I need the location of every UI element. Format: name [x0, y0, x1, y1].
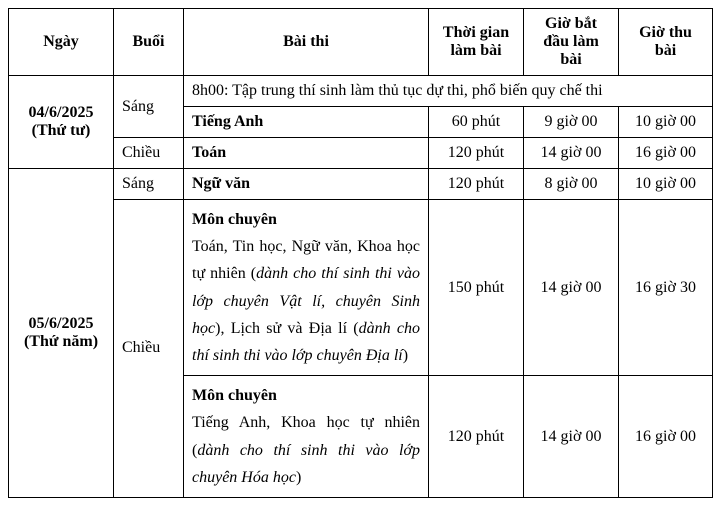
day2-date-cell: 05/6/2025 (Thứ năm): [9, 169, 114, 498]
chuyen2-title: Môn chuyên: [192, 387, 277, 404]
day1-sang-cell: Sáng: [114, 76, 184, 138]
day2-date: 05/6/2025: [17, 315, 105, 333]
header-bai-thi: Bài thi: [184, 9, 429, 76]
day2-chuyen1-start: 14 giờ 00: [524, 200, 619, 376]
header-ngay: Ngày: [9, 9, 114, 76]
day1-tieng-anh-duration: 60 phút: [429, 107, 524, 138]
day1-chieu-cell: Chiều: [114, 138, 184, 169]
header-buoi: Buổi: [114, 9, 184, 76]
day2-nguvan-name: Ngữ văn: [184, 169, 429, 200]
day2-chieu-cell: Chiều: [114, 200, 184, 498]
day1-tieng-anh-name: Tiếng Anh: [184, 107, 429, 138]
chuyen1-post: ): [403, 347, 408, 364]
table-row: Chiều Môn chuyên Toán, Tin học, Ngữ văn,…: [9, 200, 713, 376]
day1-date-cell: 04/6/2025 (Thứ tư): [9, 76, 114, 169]
day2-chuyen2-duration: 120 phút: [429, 376, 524, 498]
chuyen2-post: ): [296, 469, 301, 486]
day1-date: 04/6/2025: [17, 104, 105, 122]
header-thoi-gian: Thời gian làm bài: [429, 9, 524, 76]
day1-toan-name: Toán: [184, 138, 429, 169]
day2-chuyen1-end: 16 giờ 30: [619, 200, 713, 376]
day1-notice: 8h00: Tập trung thí sinh làm thủ tục dự …: [184, 76, 713, 107]
day1-weekday: (Thứ tư): [17, 122, 105, 140]
chuyen1-mid: ), Lịch sử và Địa lí (: [215, 320, 359, 337]
day2-weekday: (Thứ năm): [17, 333, 105, 351]
day2-nguvan-start: 8 giờ 00: [524, 169, 619, 200]
day1-tieng-anh-end: 10 giờ 00: [619, 107, 713, 138]
header-gio-bat-dau: Giờ bắt đầu làm bài: [524, 9, 619, 76]
day1-toan-start: 14 giờ 00: [524, 138, 619, 169]
day2-sang-cell: Sáng: [114, 169, 184, 200]
day2-chuyen1-duration: 150 phút: [429, 200, 524, 376]
day1-toan-duration: 120 phút: [429, 138, 524, 169]
day1-tieng-anh-start: 9 giờ 00: [524, 107, 619, 138]
header-gio-thu-bai: Giờ thu bài: [619, 9, 713, 76]
day2-nguvan-end: 10 giờ 00: [619, 169, 713, 200]
chuyen2-italic1: dành cho thí sinh thi vào lớp chuyên Hóa…: [192, 442, 420, 486]
header-row: Ngày Buổi Bài thi Thời gian làm bài Giờ …: [9, 9, 713, 76]
day2-chuyen1-cell: Môn chuyên Toán, Tin học, Ngữ văn, Khoa …: [184, 200, 429, 376]
day2-nguvan-duration: 120 phút: [429, 169, 524, 200]
day2-chuyen2-end: 16 giờ 00: [619, 376, 713, 498]
day2-chuyen2-start: 14 giờ 00: [524, 376, 619, 498]
table-row: 04/6/2025 (Thứ tư) Sáng 8h00: Tập trung …: [9, 76, 713, 107]
table-row: 05/6/2025 (Thứ năm) Sáng Ngữ văn 120 phú…: [9, 169, 713, 200]
chuyen1-title: Môn chuyên: [192, 211, 277, 228]
exam-schedule-table: Ngày Buổi Bài thi Thời gian làm bài Giờ …: [8, 8, 713, 498]
table-row: Chiều Toán 120 phút 14 giờ 00 16 giờ 00: [9, 138, 713, 169]
day2-chuyen2-cell: Môn chuyên Tiếng Anh, Khoa học tự nhiên …: [184, 376, 429, 498]
day1-toan-end: 16 giờ 00: [619, 138, 713, 169]
